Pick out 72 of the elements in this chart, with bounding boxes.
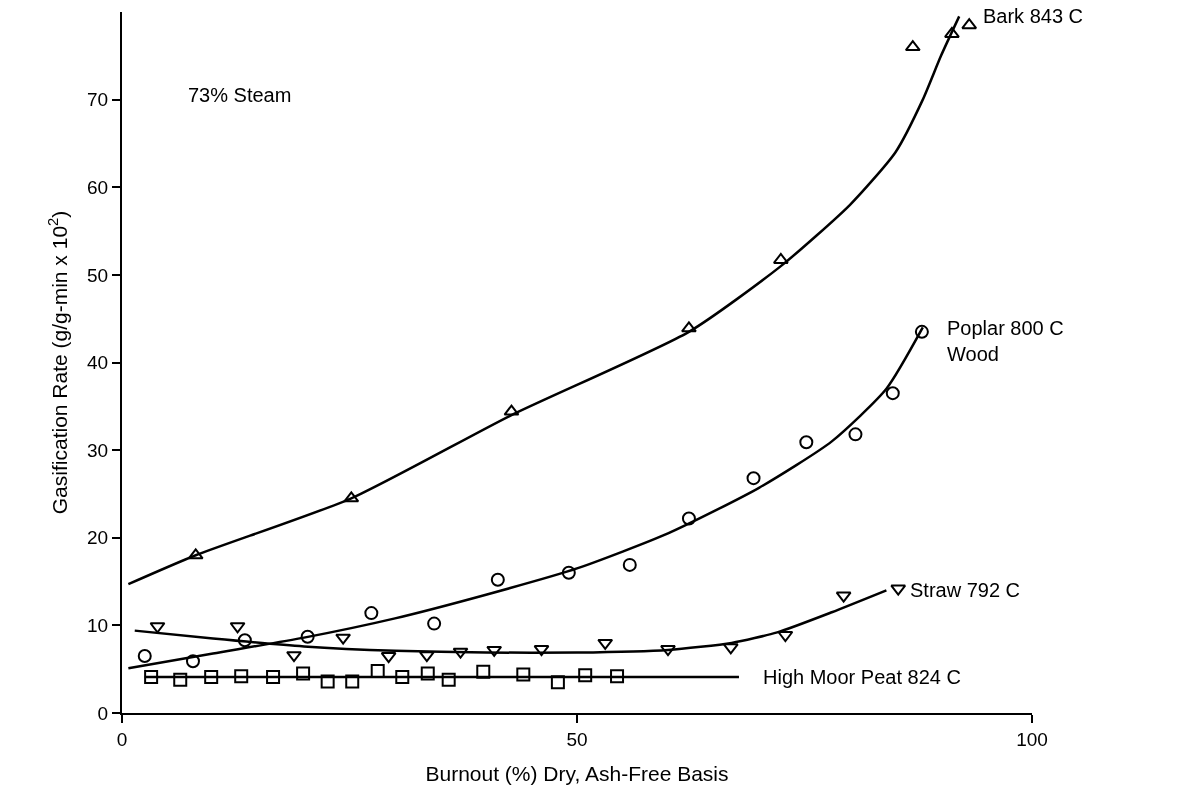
point xyxy=(476,664,491,679)
point xyxy=(550,675,565,690)
point xyxy=(914,324,929,339)
point xyxy=(144,670,159,685)
y-tick-label: 20 xyxy=(87,527,109,549)
point xyxy=(296,666,311,681)
point xyxy=(578,668,593,683)
point xyxy=(561,565,576,580)
point xyxy=(961,18,978,30)
point xyxy=(345,674,360,689)
series-label: High Moor Peat 824 C xyxy=(763,666,961,688)
point xyxy=(420,666,435,681)
point xyxy=(885,386,900,401)
point xyxy=(320,674,335,689)
point xyxy=(237,633,252,648)
y-tick-label: 60 xyxy=(87,176,109,198)
point xyxy=(185,654,200,669)
point xyxy=(149,622,166,634)
point xyxy=(173,672,188,687)
x-tick-label: 100 xyxy=(1016,728,1048,750)
point xyxy=(503,404,520,416)
point xyxy=(370,663,385,678)
point xyxy=(427,616,442,631)
point xyxy=(234,669,249,684)
point xyxy=(681,321,697,333)
point xyxy=(452,647,469,659)
point xyxy=(660,645,676,657)
annotation: 73% Steam xyxy=(188,84,292,106)
point xyxy=(835,591,852,603)
point xyxy=(490,572,505,587)
point xyxy=(486,645,503,657)
point xyxy=(622,557,637,572)
point xyxy=(380,652,397,664)
y-tick-label: 10 xyxy=(87,615,109,637)
series-label: Bark 843 C xyxy=(983,5,1084,27)
y-tick-label: 70 xyxy=(87,89,109,111)
point xyxy=(777,631,794,643)
point xyxy=(772,252,789,264)
point xyxy=(229,622,246,634)
point xyxy=(286,651,302,663)
series-label: Poplar 800 C Wood xyxy=(947,317,1064,365)
point xyxy=(516,667,531,682)
y-tick-label: 0 xyxy=(97,702,109,724)
point xyxy=(890,584,907,596)
point xyxy=(904,40,921,52)
point xyxy=(681,511,696,526)
point xyxy=(300,629,315,644)
point xyxy=(799,435,814,450)
y-tick-label: 50 xyxy=(87,264,109,286)
point xyxy=(441,672,456,687)
point xyxy=(746,471,761,486)
y-tick-label: 40 xyxy=(87,352,109,374)
series-label: Straw 792 C xyxy=(910,579,1021,601)
x-tick-label: 50 xyxy=(566,728,588,750)
point xyxy=(848,427,863,442)
point xyxy=(418,651,435,663)
point xyxy=(722,643,739,655)
x-axis-title: Burnout (%) Dry, Ash-Free Basis xyxy=(425,762,729,786)
point xyxy=(187,548,204,560)
point xyxy=(943,26,960,38)
point xyxy=(364,606,379,621)
x-tick-label: 0 xyxy=(116,728,128,750)
point xyxy=(533,645,550,657)
point xyxy=(335,633,352,645)
y-tick-label: 30 xyxy=(87,439,109,461)
point xyxy=(343,491,360,503)
point xyxy=(610,669,625,684)
point xyxy=(204,670,219,685)
point xyxy=(137,649,152,664)
point xyxy=(266,670,281,685)
point xyxy=(395,670,410,685)
point xyxy=(597,638,614,650)
